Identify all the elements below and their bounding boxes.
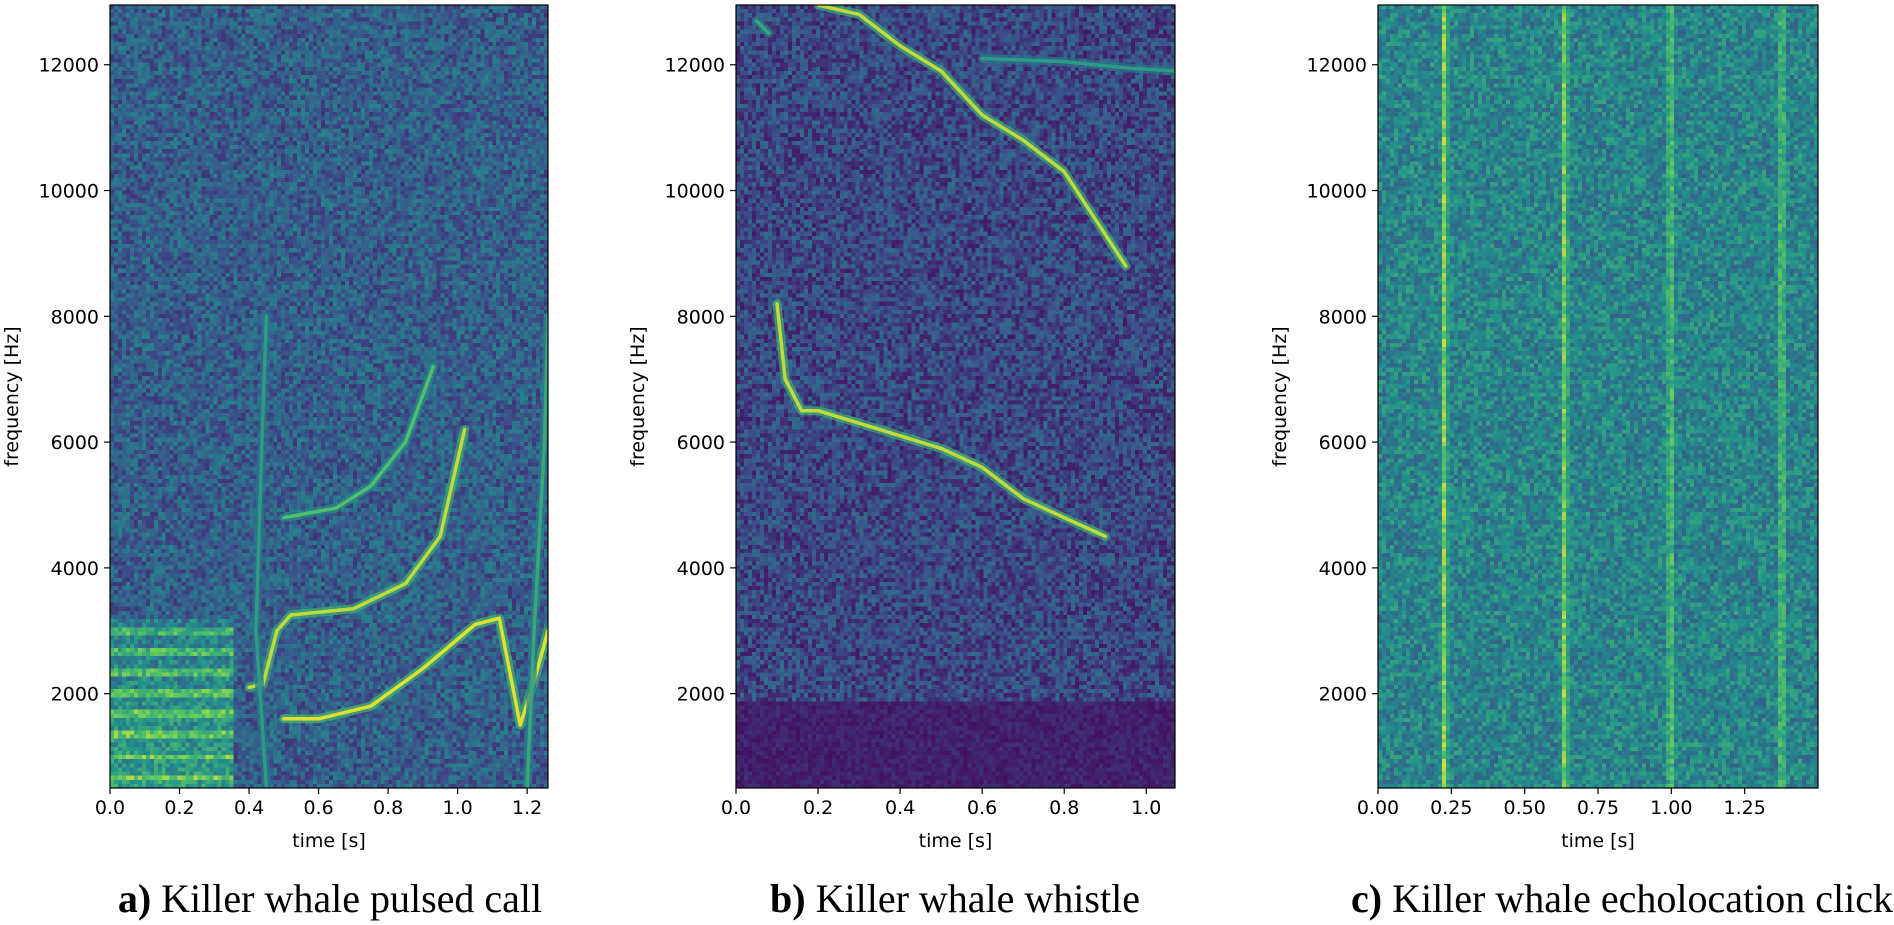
spectrogram-panel-3: 0.00 0.25 0.50 0.75 1.00 1.25 2000 4000 6000 8000… <box>1269 4 1893 921</box>
x-tick-label: 0.4 <box>885 797 915 819</box>
x-tick-label: 0.4 <box>234 797 264 819</box>
contour-0 <box>816 5 1128 268</box>
spectrogram-raster <box>1378 5 1818 788</box>
y-tick-label: 4000 <box>1319 558 1367 580</box>
panel-caption: b) Killer whale whistle <box>770 876 1140 921</box>
spectrogram-image <box>736 5 1175 788</box>
y-axis-label: frequency [Hz] <box>1 326 23 466</box>
y-tick-label: 10000 <box>665 181 725 203</box>
panel-caption: c) Killer whale echolocation click <box>1351 876 1893 921</box>
x-tick-label: 0.8 <box>373 797 403 819</box>
panel-caption: a) Killer whale pulsed call <box>118 876 542 921</box>
x-tick-label: 0.2 <box>164 797 194 819</box>
x-tick-label: 1.0 <box>1131 797 1161 819</box>
x-tick-label: 0.8 <box>1049 797 1079 819</box>
x-axis-label: time [s] <box>919 830 993 852</box>
y-axis-label: frequency [Hz] <box>1269 326 1291 466</box>
x-tick-label: 0.75 <box>1577 797 1619 819</box>
y-tick-label: 8000 <box>1319 306 1367 328</box>
y-tick-label: 8000 <box>677 306 725 328</box>
x-tick-label: 1.0 <box>443 797 473 819</box>
y-tick-label: 6000 <box>677 432 725 454</box>
spectrogram-image <box>1378 5 1818 788</box>
y-tick-label: 8000 <box>51 306 99 328</box>
x-tick-label: 0.6 <box>303 797 333 819</box>
y-tick-label: 6000 <box>1319 432 1367 454</box>
x-axis-label: time [s] <box>292 830 366 852</box>
x-tick-label: 1.25 <box>1724 797 1766 819</box>
spectrogram-panel-2: 0.0 0.2 0.4 0.6 0.8 1.0 2000 4000 6000 8000 10000 1… <box>627 4 1176 921</box>
y-tick-label: 10000 <box>39 181 99 203</box>
y-tick-label: 12000 <box>39 55 99 77</box>
y-tick-label: 12000 <box>665 55 725 77</box>
x-tick-label: 0.0 <box>721 797 751 819</box>
plot-frame <box>735 4 1176 789</box>
y-axis-label: frequency [Hz] <box>627 326 649 466</box>
spectrogram-raster <box>736 5 1175 788</box>
y-tick-label: 4000 <box>677 558 725 580</box>
x-tick-label: 0.25 <box>1430 797 1472 819</box>
y-tick-label: 12000 <box>1307 55 1367 77</box>
y-tick-label: 10000 <box>1307 181 1367 203</box>
x-tick-label: 1.2 <box>512 797 542 819</box>
contour-3 <box>754 18 771 36</box>
x-axis-label: time [s] <box>1561 830 1635 852</box>
x-tick-label: 0.0 <box>95 797 125 819</box>
spectrogram-raster <box>110 5 548 788</box>
contour-2 <box>980 56 1175 73</box>
contour-3 <box>254 314 269 788</box>
x-tick-label: 0.2 <box>803 797 833 819</box>
y-tick-label: 2000 <box>51 684 99 706</box>
spectrogram-image <box>110 5 548 788</box>
x-tick-label: 0.6 <box>967 797 997 819</box>
y-tick-label: 2000 <box>1319 684 1367 706</box>
contour-4 <box>525 314 548 788</box>
contour-1 <box>775 301 1108 539</box>
x-tick-label: 0.50 <box>1504 797 1546 819</box>
contour-0 <box>247 427 467 690</box>
y-tick-label: 6000 <box>51 432 99 454</box>
plot-frame <box>109 4 549 789</box>
spectrogram-panel-1: 0.0 0.2 0.4 0.6 0.8 1.0 1.2 2000 4000 6000 8000 100… <box>1 4 549 921</box>
y-tick-label: 4000 <box>51 558 99 580</box>
y-tick-label: 2000 <box>677 684 725 706</box>
x-tick-label: 0.00 <box>1357 797 1399 819</box>
x-tick-label: 1.00 <box>1650 797 1692 819</box>
contour-2 <box>282 364 436 520</box>
